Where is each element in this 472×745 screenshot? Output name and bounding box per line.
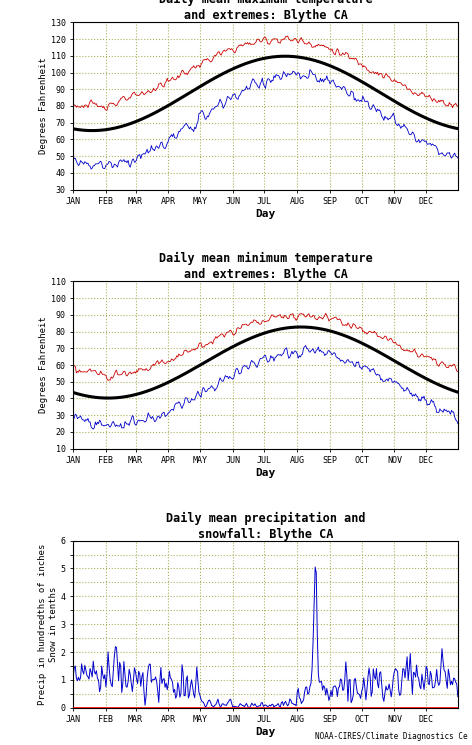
- Text: NOAA-CIRES/Climate Diagnostics Ce: NOAA-CIRES/Climate Diagnostics Ce: [315, 732, 467, 741]
- X-axis label: Day: Day: [255, 727, 276, 737]
- Y-axis label: Degrees Fahrenheit: Degrees Fahrenheit: [39, 317, 48, 413]
- Y-axis label: Precip in hundredths of inches
Snow in tenths: Precip in hundredths of inches Snow in t…: [38, 544, 58, 705]
- Y-axis label: Degrees Fahrenheit: Degrees Fahrenheit: [39, 57, 48, 154]
- Title: Daily mean minimum temperature
and extremes: Blythe CA: Daily mean minimum temperature and extre…: [159, 253, 372, 282]
- Title: Daily mean precipitation and
snowfall: Blythe CA: Daily mean precipitation and snowfall: B…: [166, 512, 365, 541]
- X-axis label: Day: Day: [255, 209, 276, 219]
- Title: Daily mean maximum temperature
and extremes: Blythe CA: Daily mean maximum temperature and extre…: [159, 0, 372, 22]
- X-axis label: Day: Day: [255, 468, 276, 478]
